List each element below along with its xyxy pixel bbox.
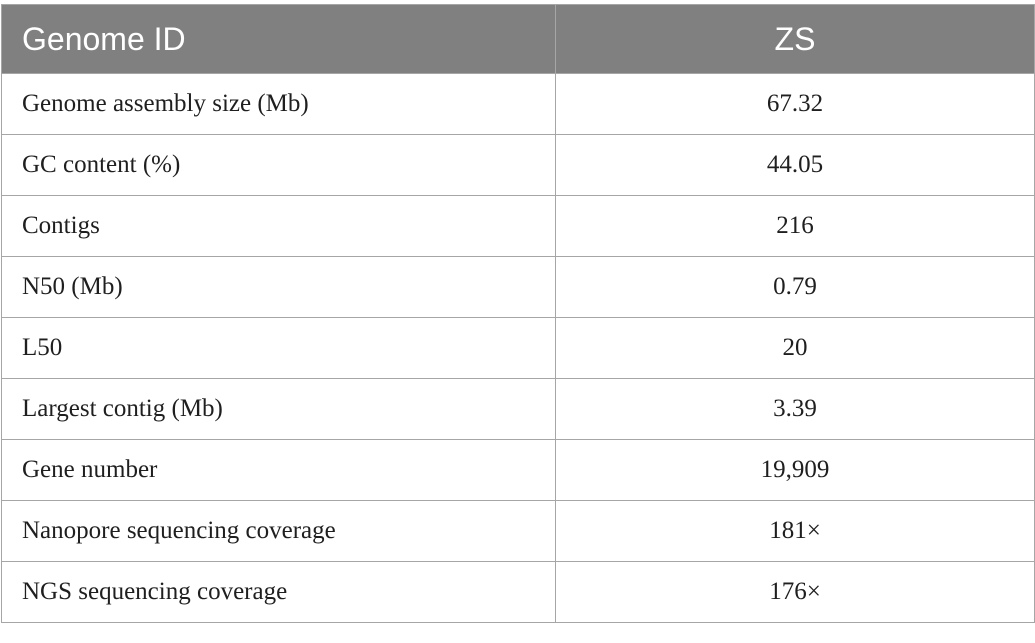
row-value: 216 [555, 195, 1035, 257]
genome-stats-table: Genome ID ZS Genome assembly size (Mb) 6… [1, 4, 1035, 623]
row-label: Gene number [1, 439, 556, 501]
row-value: 67.32 [555, 73, 1035, 135]
row-label: L50 [1, 317, 556, 379]
table-row: Genome assembly size (Mb) 67.32 [1, 73, 1035, 135]
genome-stats-table-container: Genome ID ZS Genome assembly size (Mb) 6… [1, 4, 1035, 623]
row-value: 176× [555, 561, 1035, 623]
table-row: L50 20 [1, 317, 1035, 379]
row-label: Genome assembly size (Mb) [1, 73, 556, 135]
row-label: NGS sequencing coverage [1, 561, 556, 623]
row-label: Nanopore sequencing coverage [1, 500, 556, 562]
table-row: N50 (Mb) 0.79 [1, 256, 1035, 318]
row-value: 19,909 [555, 439, 1035, 501]
row-value: 20 [555, 317, 1035, 379]
row-value: 44.05 [555, 134, 1035, 196]
table-header: Genome ID ZS [1, 4, 1035, 74]
row-value: 3.39 [555, 378, 1035, 440]
table-row: Nanopore sequencing coverage 181× [1, 500, 1035, 562]
row-value: 181× [555, 500, 1035, 562]
table-row: NGS sequencing coverage 176× [1, 561, 1035, 623]
row-label: Contigs [1, 195, 556, 257]
row-label: GC content (%) [1, 134, 556, 196]
header-zs: ZS [555, 4, 1035, 74]
row-label: N50 (Mb) [1, 256, 556, 318]
table-row: Largest contig (Mb) 3.39 [1, 378, 1035, 440]
header-genome-id: Genome ID [1, 4, 556, 74]
table-row: Contigs 216 [1, 195, 1035, 257]
table-row: GC content (%) 44.05 [1, 134, 1035, 196]
row-value: 0.79 [555, 256, 1035, 318]
table-row: Gene number 19,909 [1, 439, 1035, 501]
table-body: Genome assembly size (Mb) 67.32 GC conte… [1, 73, 1035, 623]
header-row: Genome ID ZS [1, 4, 1035, 74]
row-label: Largest contig (Mb) [1, 378, 556, 440]
